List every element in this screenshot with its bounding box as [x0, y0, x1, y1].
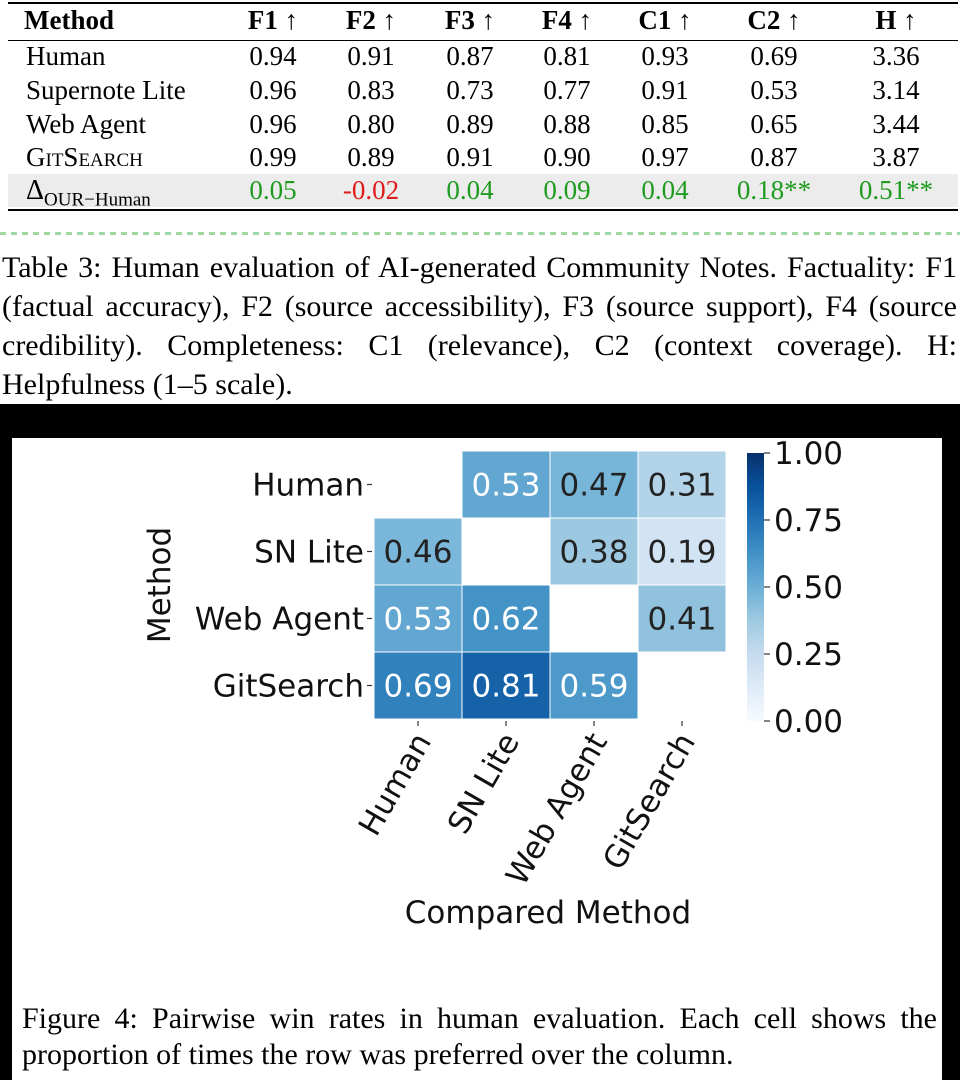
colorbar-tick-label: 1.00 [774, 438, 843, 472]
table-cell: 0.99 [249, 142, 297, 172]
y-axis-title: Method [142, 527, 178, 643]
table-cell: 0.69 [750, 41, 798, 71]
colorbar-tick-label: 0.00 [774, 704, 843, 740]
delta-cell: 0.51** [858, 175, 934, 205]
table-cell: 0.81 [543, 41, 591, 71]
heatmap-value-label: 0.59 [559, 669, 628, 705]
delta-row-label: ΔOUR−Human [26, 173, 151, 217]
heatmap-cell [637, 584, 727, 653]
heatmap-cell [637, 450, 727, 519]
colorbar-tick-label: 0.25 [774, 637, 843, 673]
heatmap-cell [637, 517, 727, 586]
delta-cell: 0.18** [736, 175, 812, 205]
table-cell: 0.77 [543, 75, 591, 105]
table-cell: 0.89 [347, 142, 395, 172]
delta-row-highlight [8, 174, 958, 207]
table-cell: 0.91 [347, 41, 395, 71]
header-c1: C1 ↑ [638, 5, 692, 35]
results-table: Method F1 ↑ F2 ↑ F3 ↑ F4 ↑ C1 ↑ C2 ↑ H ↑… [0, 0, 960, 404]
table-cell: 0.91 [446, 142, 494, 172]
table-cell: 0.87 [446, 41, 494, 71]
table-cell: 0.90 [543, 142, 591, 172]
table-cell: 0.53 [750, 75, 798, 105]
heatmap-value-label: 0.47 [559, 468, 628, 504]
x-tick-label: SN Lite [441, 727, 527, 840]
heatmap-cell [461, 584, 551, 653]
table-cell: 0.94 [249, 41, 297, 71]
table-cell: 0.88 [543, 109, 591, 139]
row-method-human: Human [26, 41, 106, 71]
figure-panel: 0.53 0.47 0.31 0.46 0.38 0.19 0.53 0.62 0.41 0.69… [12, 438, 942, 1080]
table-cell: 0.97 [641, 142, 689, 172]
colorbar-tick-label: 0.50 [774, 570, 843, 606]
header-method: Method [24, 5, 114, 35]
table-top-rule [8, 2, 958, 4]
header-h: H ↑ [875, 5, 917, 35]
table-cell: 0.87 [750, 142, 798, 172]
table-cell: 0.80 [347, 109, 395, 139]
table-cell: 0.73 [446, 75, 494, 105]
x-axis-title: Compared Method [405, 895, 691, 931]
y-tick-label: Web Agent [195, 602, 364, 638]
y-tick-label: SN Lite [254, 535, 364, 571]
table-caption: Table 3: Human evaluation of AI-generate… [2, 251, 957, 401]
row-method-gitsearch: GitSearch [26, 142, 143, 172]
colorbar [747, 453, 764, 721]
table-cell: 0.91 [641, 75, 689, 105]
delta-cell: 0.04 [446, 175, 494, 205]
heatmap-value-label: 0.41 [647, 602, 716, 638]
x-tick-label: Human [352, 727, 439, 842]
table-cell: 3.14 [872, 75, 920, 105]
table-cell: 3.87 [872, 142, 920, 172]
delta-cell: 0.05 [249, 175, 297, 205]
y-tick-label: GitSearch [213, 669, 364, 705]
heatmap-value-label: 0.81 [471, 669, 540, 705]
delta-cell: 0.04 [641, 175, 689, 205]
heatmap-value-label: 0.53 [471, 468, 540, 504]
table-cell: 3.44 [872, 109, 920, 139]
heatmap-value-label: 0.53 [383, 602, 452, 638]
header-f4: F4 ↑ [541, 5, 593, 35]
table-header-rule [8, 40, 958, 41]
table-cell: 3.36 [872, 41, 920, 71]
heatmap-cell [461, 651, 551, 720]
table-cell: 0.89 [446, 109, 494, 139]
heatmap-cell [549, 517, 639, 586]
delta-cell: -0.02 [342, 175, 400, 205]
table-cell: 0.96 [249, 75, 297, 105]
heatmap-cell [373, 517, 463, 586]
heatmap-value-label: 0.62 [471, 602, 540, 638]
heatmap-value-label: 0.38 [559, 535, 628, 571]
heatmap-value-label: 0.69 [383, 669, 452, 705]
table-cell: 0.96 [249, 109, 297, 139]
header-f2: F2 ↑ [345, 5, 397, 35]
delta-symbol: Δ [26, 175, 45, 206]
heatmap-value-label: 0.19 [647, 535, 716, 571]
heatmap-value-label: 0.31 [647, 468, 716, 504]
table-bottom-rule [8, 209, 958, 211]
y-tick-label: Human [252, 468, 364, 504]
colorbar-tick-label: 0.75 [774, 503, 843, 539]
heatmap-cell [549, 651, 639, 720]
heatmap-cell [461, 450, 551, 519]
header-f3: F3 ↑ [444, 5, 496, 35]
delta-subscript: OUR−Human [44, 189, 151, 211]
table-cell: 0.93 [641, 41, 689, 71]
heatmap-cell [549, 450, 639, 519]
win-rate-heatmap: 0.53 0.47 0.31 0.46 0.38 0.19 0.53 0.62 0.41 0.69… [142, 438, 843, 931]
header-c2: C2 ↑ [747, 5, 801, 35]
table-cell: 0.85 [641, 109, 689, 139]
header-f1: F1 ↑ [247, 5, 299, 35]
row-method-supernote-lite: Supernote Lite [26, 75, 186, 105]
delta-cell: 0.09 [543, 175, 591, 205]
heatmap-value-label: 0.46 [383, 535, 452, 571]
faded-text-strip [0, 232, 960, 235]
table-cell: 0.65 [750, 109, 798, 139]
table-cell: 0.83 [347, 75, 395, 105]
figure-caption: Figure 4: Pairwise win rates in human ev… [22, 1002, 937, 1071]
row-method-web-agent: Web Agent [26, 109, 147, 139]
